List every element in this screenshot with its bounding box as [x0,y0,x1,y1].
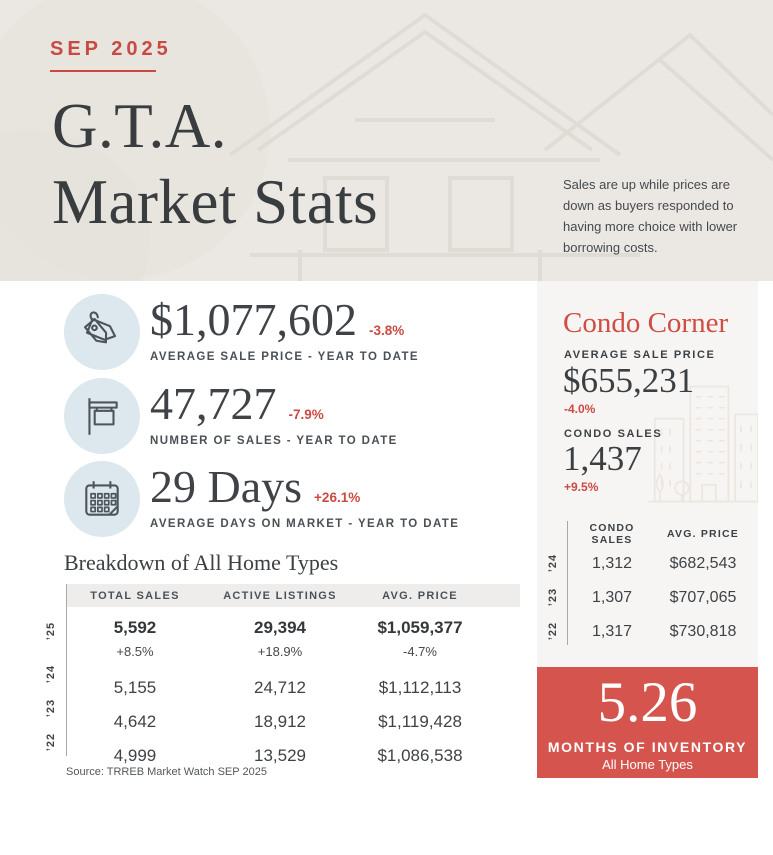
table-row-2022: 4,999 13,529 $1,086,538 [66,739,520,773]
stat-number-of-sales: 47,727 -7.9% NUMBER OF SALES - YEAR TO D… [64,378,396,454]
breakdown-header-row: TOTAL SALES ACTIVE LISTINGS AVG. PRICE [66,584,520,607]
year-label-25: ’25 [45,621,57,641]
days-on-market-value: 29 Days [150,461,303,512]
total-sales-change-2025: +8.5% [116,644,154,659]
inventory-sublabel: All Home Types [602,757,693,772]
total-sales-2022: 4,999 [113,746,157,765]
number-of-sales-change: -7.9% [288,407,324,422]
condo-avg-price-label: AVERAGE SALE PRICE [564,349,716,361]
condo-corner-panel: Condo Corner AVERAGE SALE PRICE $655,231… [537,281,758,778]
breakdown-title: Breakdown of All Home Types [64,550,339,575]
breakdown-axis-line [66,584,67,756]
active-listings-2023: 18,912 [254,712,306,731]
condo-sales-value: 1,437 [563,439,642,478]
condo-avg-price-2022: $730,818 [669,623,737,640]
sale-sign-icon [64,378,140,454]
condo-avg-price-2023: $707,065 [669,589,737,606]
avg-price-2025: $1,059,377 [377,618,463,637]
avg-price-change-2025: -4.7% [403,644,437,659]
summary-note: Sales are up while prices are down as bu… [563,177,738,255]
avg-price-2024: $1,112,113 [378,678,462,697]
inventory-value: 5.26 [597,671,698,734]
inventory-label: MONTHS OF INVENTORY [547,739,748,755]
condo-column-header-avg-price: AVG. PRICE [667,528,739,540]
column-header-active-listings: ACTIVE LISTINGS [223,589,337,602]
breakdown-table: ’25 ’24 ’23 ’22 TOTAL SALES ACTIVE LISTI… [45,584,520,773]
condo-sales-label: CONDO SALES [564,428,663,440]
page-title: G.T.A. Market Stats [52,88,378,240]
condo-avg-price-change: -4.0% [564,402,596,416]
year-label-23: ’23 [45,698,57,718]
year-label-22: ’22 [45,732,57,752]
total-sales-2023: 4,642 [113,712,157,731]
active-listings-2024: 24,712 [254,678,306,697]
condo-buildings-illustration [648,385,758,503]
date-underline [50,70,156,72]
condo-year-label-22: ’22 [547,621,559,641]
table-row-2024: 5,155 24,712 $1,112,113 [66,671,520,705]
condo-corner-title: Condo Corner [563,307,729,339]
active-listings-2025: 29,394 [254,618,306,637]
condo-year-label-23: ’23 [547,587,559,607]
condo-sales-change: +9.5% [564,480,599,494]
condo-table: ’24 ’23 ’22 CONDO SALES AVG. PRICE 1,312… [547,521,749,649]
faded-house-illustration [0,0,773,281]
condo-sales-2023: 1,307 [591,589,633,606]
active-listings-2022: 13,529 [254,746,306,765]
condo-column-header-sales: CONDO SALES [589,522,635,546]
number-of-sales-value: 47,727 [150,378,277,429]
stat-days-on-market: 29 Days +26.1% AVERAGE DAYS ON MARKET - … [64,461,458,537]
avg-price-2023: $1,119,428 [378,712,462,731]
active-listings-change-2025: +18.9% [257,644,303,659]
calendar-icon [64,461,140,537]
condo-table-axis-line [567,521,568,645]
condo-table-row-2022: 1,317 $730,818 [567,615,749,649]
avg-sale-price-label: AVERAGE SALE PRICE - YEAR TO DATE [150,351,419,363]
hero-section: SEP 2025 G.T.A. Market Stats Sales are u… [0,0,773,281]
condo-table-row-2024: 1,312 $682,543 [567,547,749,581]
condo-sales-2024: 1,312 [591,555,633,572]
condo-table-row-2023: 1,307 $707,065 [567,581,749,615]
condo-table-header-row: CONDO SALES AVG. PRICE [567,521,749,547]
total-sales-2025: 5,592 [113,618,157,637]
table-row-2025: 5,592 +8.5% 29,394 +18.9% $1,059,377 -4.… [66,607,520,671]
condo-year-label-24: ’24 [547,553,559,573]
table-row-2023: 4,642 18,912 $1,119,428 [66,705,520,739]
avg-sale-price-change: -3.8% [369,323,405,338]
avg-price-2022: $1,086,538 [377,746,463,765]
days-on-market-change: +26.1% [314,490,361,505]
page-title-line2: Market Stats [52,167,379,237]
condo-sales-2022: 1,317 [591,623,633,640]
date-label: SEP 2025 [50,38,172,60]
condo-avg-price-2024: $682,543 [669,555,737,572]
column-header-total-sales: TOTAL SALES [90,589,180,602]
stat-avg-sale-price: $1,077,602 -3.8% AVERAGE SALE PRICE - YE… [64,294,418,370]
price-tags-icon [64,294,140,370]
page-title-line1: G.T.A. [52,91,228,161]
condo-avg-price-value: $655,231 [563,361,695,400]
total-sales-2024: 5,155 [113,678,157,697]
months-of-inventory-box: 5.26 MONTHS OF INVENTORY All Home Types [537,667,758,778]
source-note: Source: TRREB Market Watch SEP 2025 [66,766,267,778]
number-of-sales-label: NUMBER OF SALES - YEAR TO DATE [150,435,398,447]
avg-sale-price-value: $1,077,602 [150,294,357,345]
column-header-avg-price: AVG. PRICE [382,589,458,602]
year-label-24: ’24 [45,664,57,684]
days-on-market-label: AVERAGE DAYS ON MARKET - YEAR TO DATE [150,518,460,530]
